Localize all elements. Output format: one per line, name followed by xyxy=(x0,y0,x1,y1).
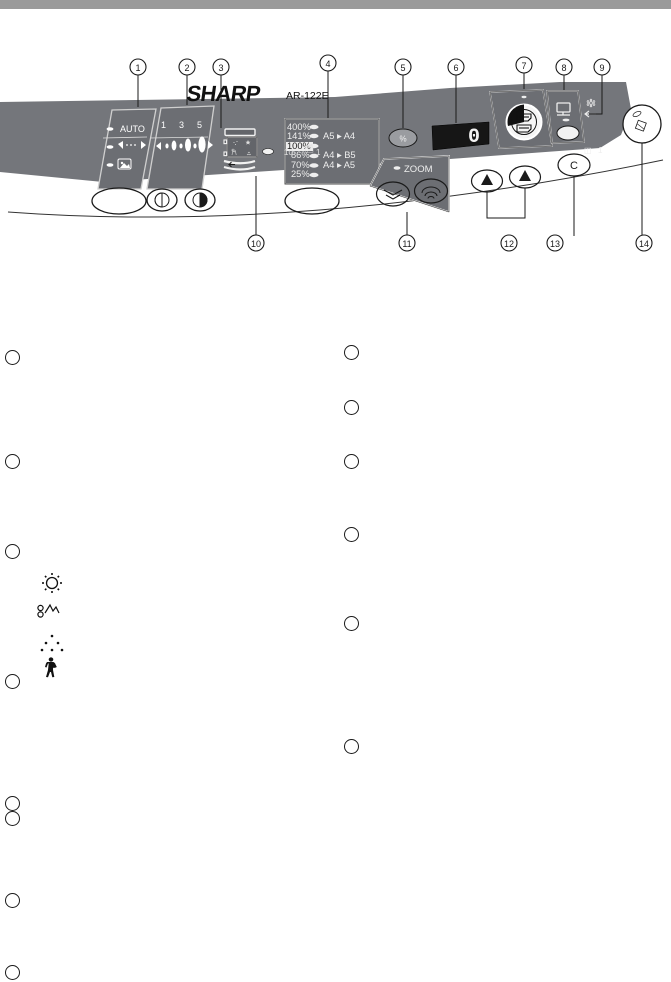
svg-text:◫: ◫ xyxy=(584,146,592,155)
svg-text:%: % xyxy=(399,135,406,144)
svg-text:5: 5 xyxy=(400,63,405,73)
svg-text:14: 14 xyxy=(639,239,649,249)
svg-text:A4 ▸ A5: A4 ▸ A5 xyxy=(323,160,355,170)
svg-text:10: 10 xyxy=(284,148,293,157)
svg-text:AR-122E: AR-122E xyxy=(286,90,329,102)
svg-text:2: 2 xyxy=(184,63,189,73)
svg-text:8: 8 xyxy=(561,63,566,73)
svg-text:AUTO: AUTO xyxy=(120,124,145,134)
svg-text:6: 6 xyxy=(453,63,458,73)
svg-text:0: 0 xyxy=(468,126,480,149)
svg-text:3: 3 xyxy=(179,120,184,130)
svg-text:C: C xyxy=(570,160,578,172)
svg-text:13: 13 xyxy=(550,239,560,249)
svg-text:12: 12 xyxy=(504,239,514,249)
svg-text:SHARP: SHARP xyxy=(185,81,262,106)
svg-text:25%: 25% xyxy=(291,169,310,179)
svg-text:A5 ▸ A4: A5 ▸ A4 xyxy=(323,131,355,141)
svg-text:3: 3 xyxy=(218,63,223,73)
svg-text:141%: 141% xyxy=(287,131,311,141)
svg-text:5: 5 xyxy=(197,120,202,130)
svg-text:A4 ▸ B5: A4 ▸ B5 xyxy=(323,150,356,160)
svg-text:1: 1 xyxy=(598,146,603,155)
svg-text:1: 1 xyxy=(161,120,166,130)
svg-text:1: 1 xyxy=(316,148,321,157)
svg-text:7: 7 xyxy=(521,61,526,71)
svg-text:10: 10 xyxy=(251,239,261,249)
svg-text:4: 4 xyxy=(325,59,330,69)
svg-text:ZOOM: ZOOM xyxy=(404,164,433,175)
svg-text:🗃: 🗃 xyxy=(304,144,314,153)
svg-text:11: 11 xyxy=(402,239,411,249)
svg-text:9: 9 xyxy=(599,63,604,73)
svg-text:1: 1 xyxy=(135,63,140,73)
